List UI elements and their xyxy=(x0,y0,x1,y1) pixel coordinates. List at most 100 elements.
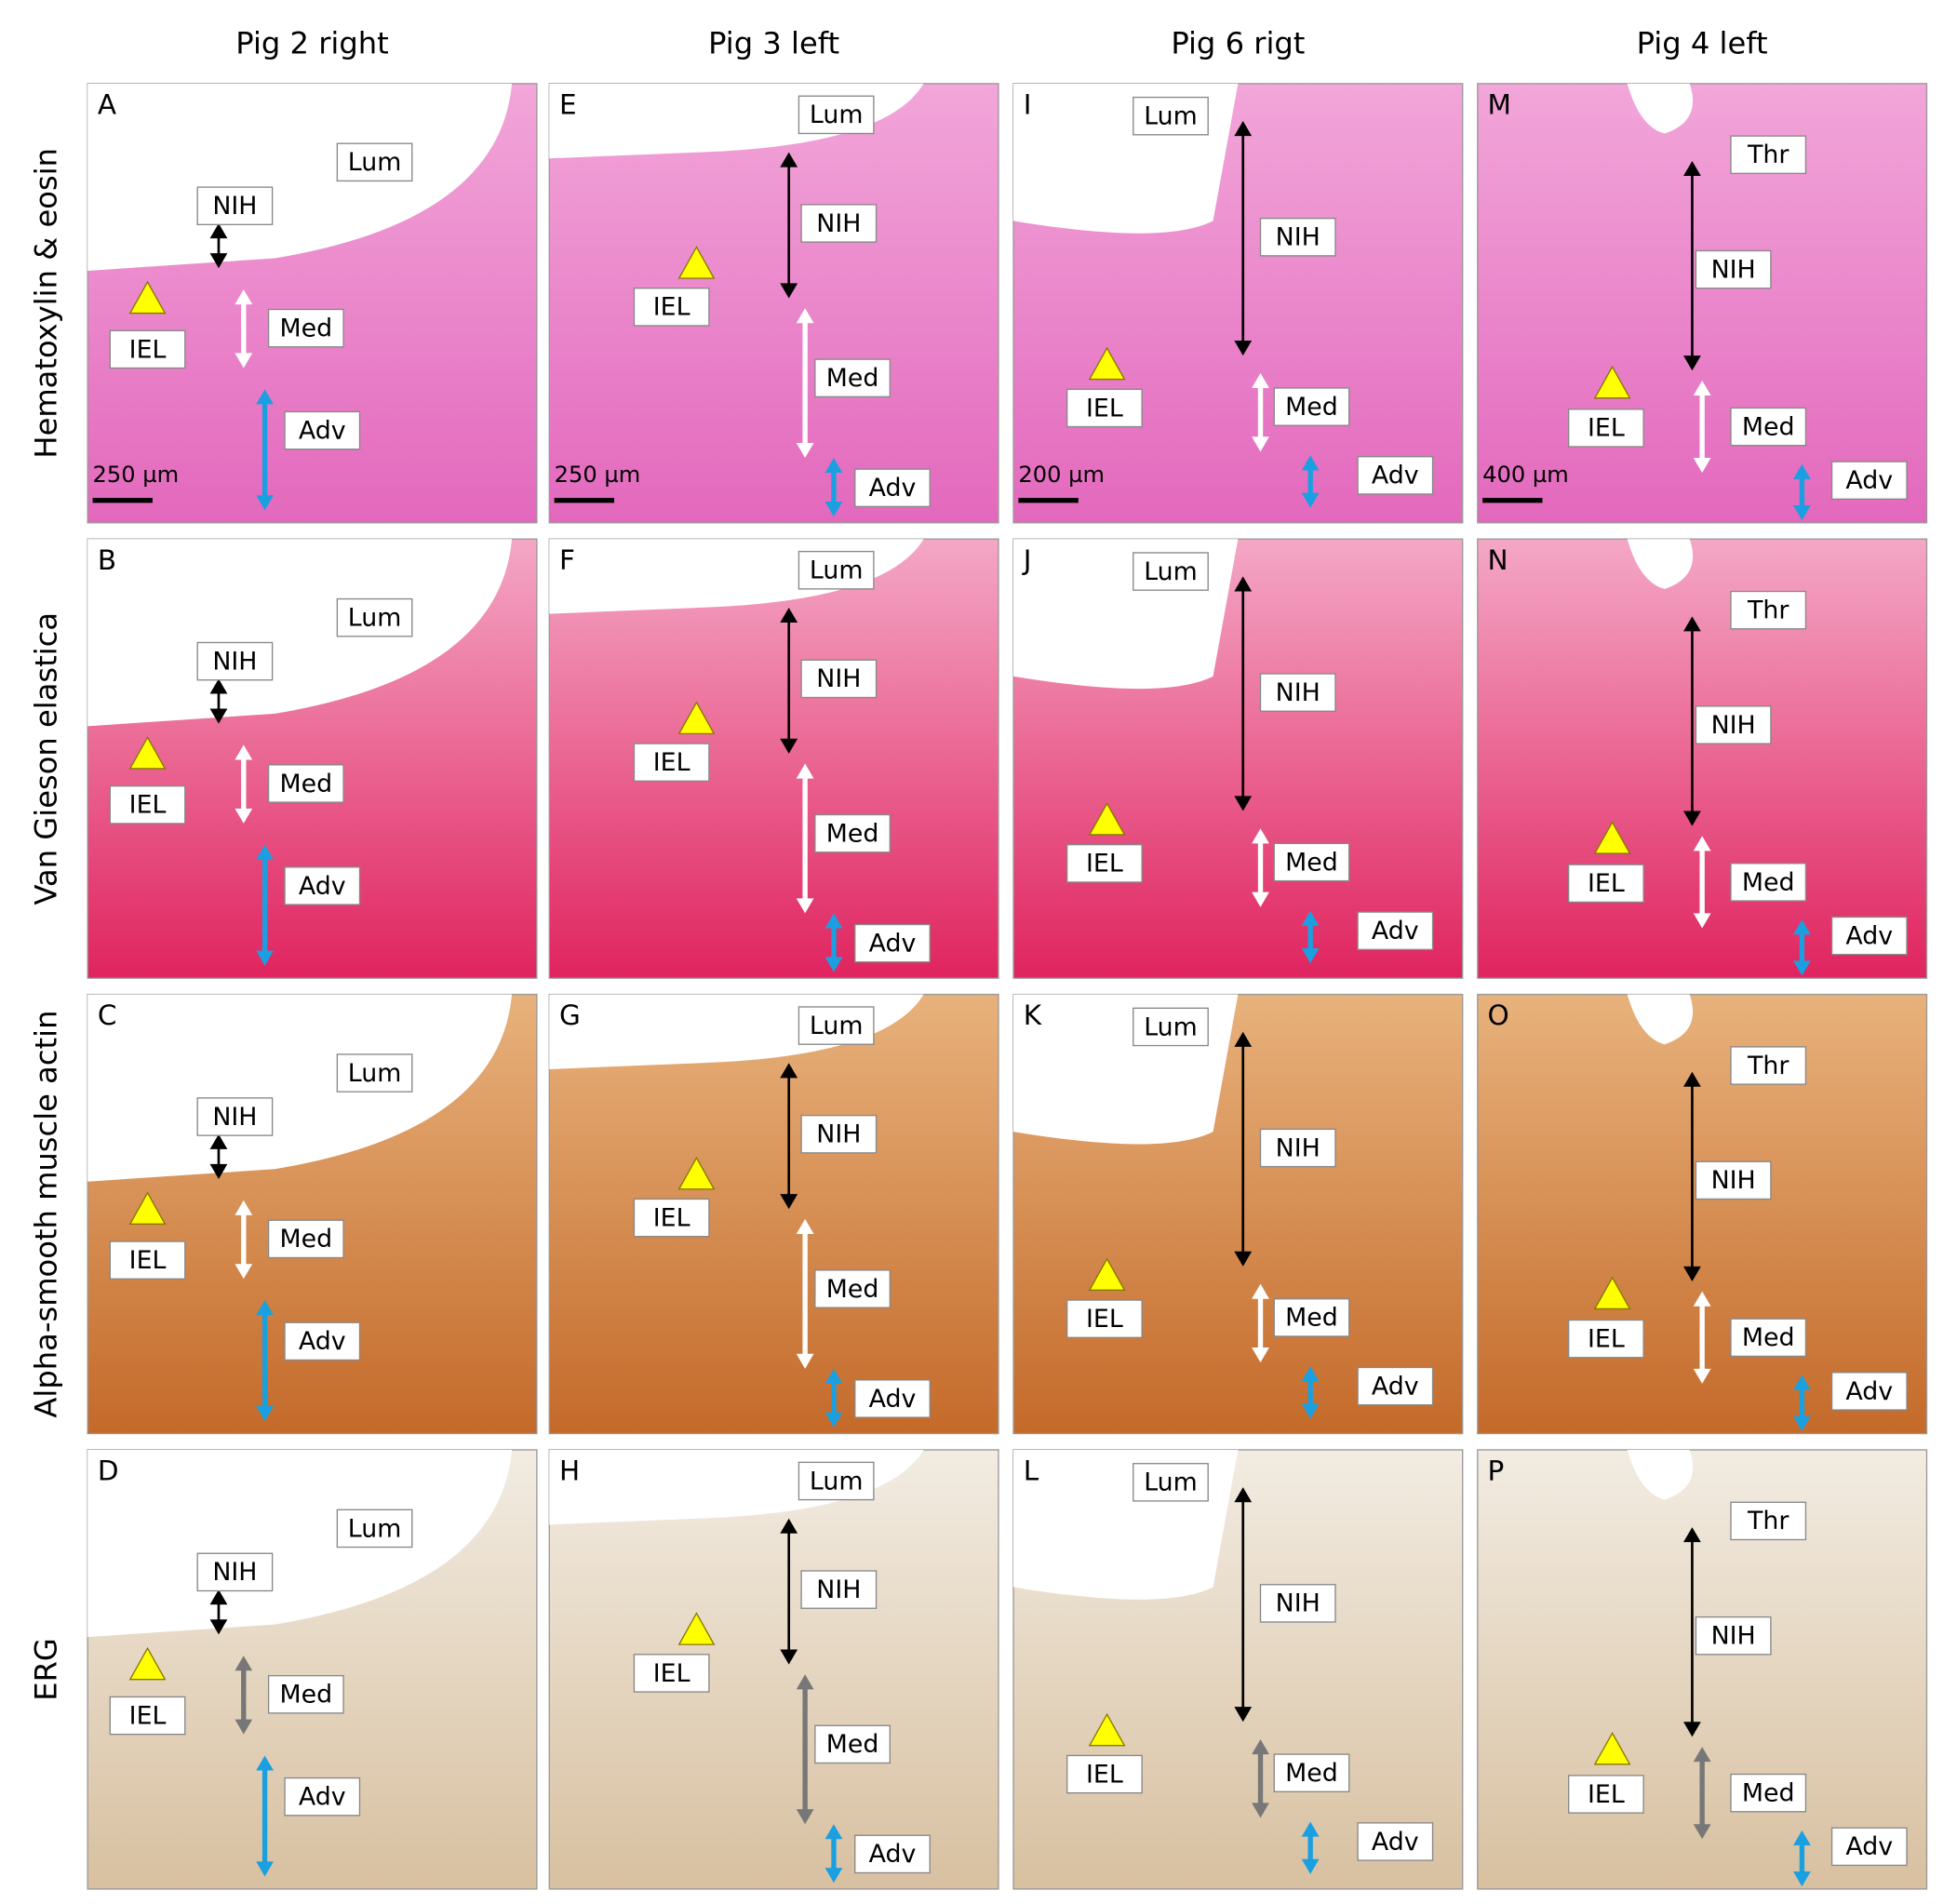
panel-letter: B xyxy=(98,544,116,576)
label: Med xyxy=(280,1225,333,1254)
column-header: Pig 4 left xyxy=(1637,25,1768,60)
label-box xyxy=(267,1219,344,1259)
label: NIH xyxy=(1711,1166,1756,1195)
label-box xyxy=(336,142,413,182)
arrow-head xyxy=(796,1809,814,1825)
arrow-head xyxy=(256,1861,274,1877)
arrow-head xyxy=(796,898,814,914)
label: IEL xyxy=(1588,414,1625,443)
label: Adv xyxy=(1845,466,1893,495)
iel-marker xyxy=(1593,1276,1631,1310)
arrow-head xyxy=(824,1412,843,1428)
arrow-head xyxy=(780,1649,798,1665)
arrow-head xyxy=(209,1589,228,1605)
label: Med xyxy=(1285,848,1338,877)
panel: E Lum NIH IEL Med Adv 250 µm xyxy=(548,83,999,524)
label: IEL xyxy=(1086,1760,1123,1789)
arrow-head xyxy=(209,1133,228,1149)
arrow-head xyxy=(235,1264,253,1280)
arrow-head xyxy=(780,607,798,623)
label-box xyxy=(109,1696,186,1736)
label-box xyxy=(1357,456,1434,495)
label-box xyxy=(1830,1372,1908,1411)
arrow-head xyxy=(1234,1031,1253,1047)
label: Med xyxy=(280,1681,333,1710)
label: Adv xyxy=(1845,1377,1893,1406)
label: NIH xyxy=(1276,223,1320,252)
label-box xyxy=(196,186,274,226)
label: Med xyxy=(1285,1304,1338,1333)
label: Lum xyxy=(1144,102,1198,131)
column-header: Pig 2 right xyxy=(235,25,389,60)
iel-marker xyxy=(677,701,716,735)
label: Adv xyxy=(869,1840,917,1869)
panel: J Lum NIH IEL Med Adv xyxy=(1012,538,1464,979)
arrow-head xyxy=(209,678,228,694)
label: IEL xyxy=(1086,850,1123,878)
label-box xyxy=(284,1777,361,1817)
label: Med xyxy=(1285,393,1338,422)
label: NIH xyxy=(212,1558,257,1587)
panel-letter: M xyxy=(1488,88,1511,120)
label: NIH xyxy=(1276,1589,1320,1618)
label: Adv xyxy=(869,929,917,958)
label-box xyxy=(633,1198,710,1238)
label: Lum xyxy=(810,101,864,129)
arrow-head xyxy=(235,808,253,824)
label: NIH xyxy=(212,192,257,221)
label-box xyxy=(1568,864,1644,904)
label-box xyxy=(1133,96,1209,136)
arrow-head xyxy=(780,1194,798,1210)
panel-image xyxy=(548,1449,999,1890)
iel-marker xyxy=(677,246,716,279)
panel-letter: A xyxy=(98,88,116,120)
label-box xyxy=(1830,916,1908,956)
arrow-head xyxy=(796,1218,814,1235)
label: Lum xyxy=(348,604,402,633)
label-box xyxy=(1695,249,1772,289)
iel-marker xyxy=(1593,1731,1631,1765)
iel-marker xyxy=(1088,1712,1126,1747)
label-box xyxy=(1133,552,1209,591)
lumen xyxy=(87,83,513,271)
panel-letter: C xyxy=(98,999,117,1031)
label-box xyxy=(1730,407,1807,447)
scale-label: 200 µm xyxy=(1018,462,1105,488)
panel-letter: G xyxy=(559,999,581,1031)
arrow-head xyxy=(256,1406,274,1422)
arrow-head xyxy=(1793,1871,1811,1887)
lumen xyxy=(1627,83,1694,134)
label: Adv xyxy=(299,1327,346,1356)
label: IEL xyxy=(653,748,690,777)
label-box xyxy=(1357,1822,1434,1861)
label: Med xyxy=(1742,1323,1795,1352)
arrow-head xyxy=(1683,355,1701,371)
column-header: Pig 6 rigt xyxy=(1171,25,1305,60)
arrow-head xyxy=(1252,828,1269,844)
label: IEL xyxy=(653,293,690,322)
label-box xyxy=(1695,1160,1772,1200)
label-box xyxy=(854,468,931,508)
label-box xyxy=(1730,1318,1807,1358)
arrow-head xyxy=(1234,1487,1253,1503)
label: IEL xyxy=(129,1246,167,1275)
label-box xyxy=(336,1053,413,1093)
label-box xyxy=(798,550,875,590)
label-box xyxy=(1066,388,1143,428)
label-box xyxy=(814,1269,891,1308)
arrow-head xyxy=(1301,455,1320,471)
arrow-head xyxy=(796,308,814,324)
label-box xyxy=(1730,1773,1807,1813)
label-box xyxy=(1259,1584,1336,1623)
arrow-head xyxy=(1301,1403,1320,1419)
arrow-head xyxy=(235,289,253,305)
label-box xyxy=(1273,842,1350,882)
label: NIH xyxy=(212,1103,257,1132)
arrow-head xyxy=(824,1824,843,1840)
label: NIH xyxy=(1276,1133,1320,1162)
arrow-head xyxy=(1301,910,1320,926)
scale-label: 250 µm xyxy=(555,462,641,488)
arrow-head xyxy=(235,1656,253,1671)
label: IEL xyxy=(653,1203,690,1232)
